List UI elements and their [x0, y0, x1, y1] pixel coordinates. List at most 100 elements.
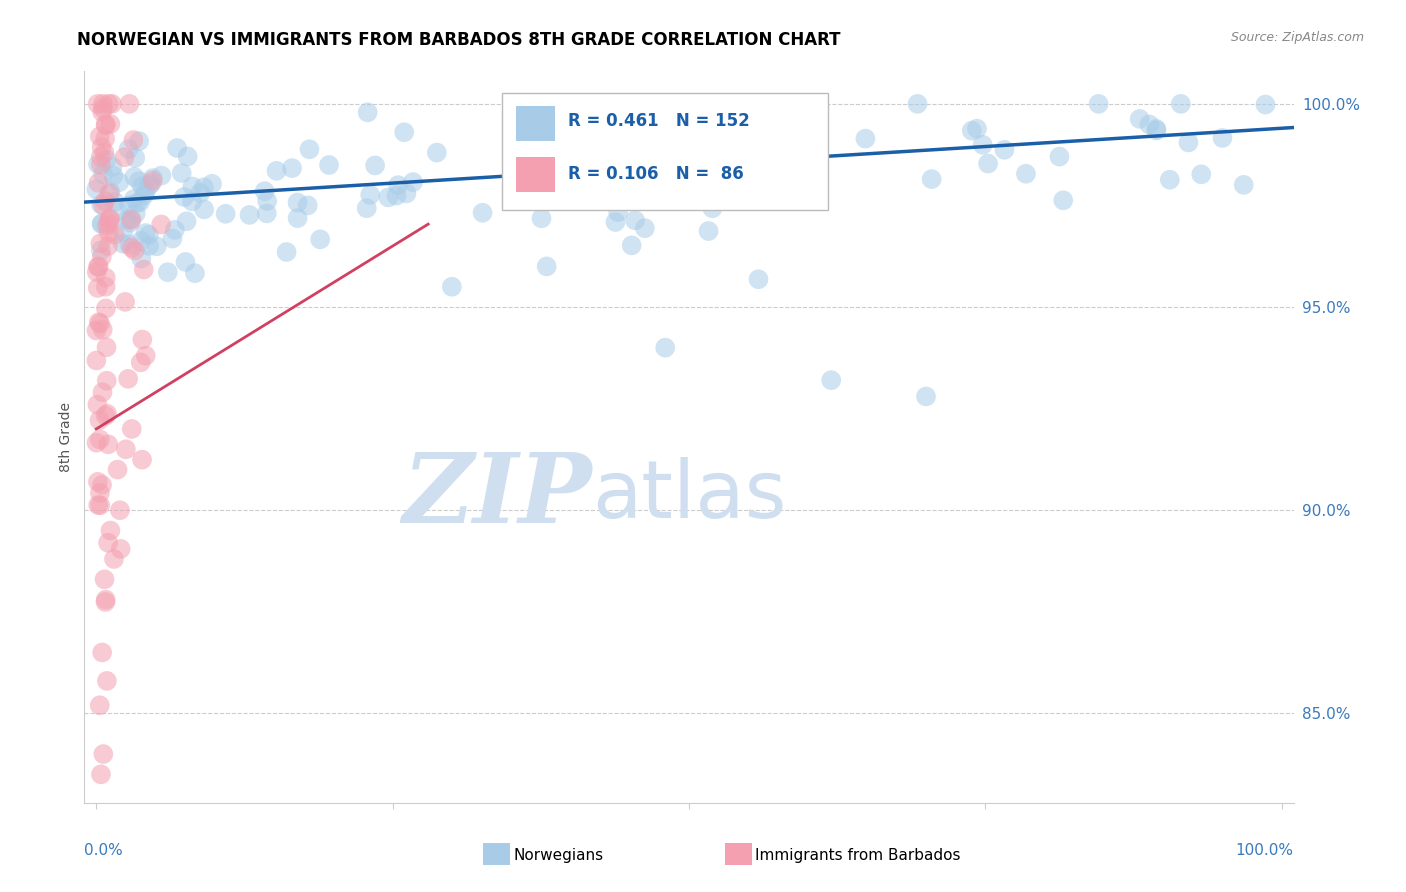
Text: 100.0%: 100.0%: [1236, 843, 1294, 858]
Point: [426, 145, 449, 160]
Point: [634, 165, 657, 179]
Point: [121, 241, 143, 255]
Point: [94, 301, 117, 316]
Point: [89, 433, 111, 447]
Point: [142, 171, 165, 186]
Point: [530, 211, 553, 226]
Text: Immigrants from Barbados: Immigrants from Barbados: [755, 848, 960, 863]
Point: [128, 174, 150, 188]
Point: [634, 221, 657, 235]
Point: [86, 96, 108, 111]
Point: [1129, 112, 1152, 126]
Point: [124, 151, 146, 165]
Point: [697, 224, 720, 238]
Point: [135, 349, 157, 363]
Point: [124, 169, 146, 184]
Point: [385, 188, 408, 202]
Point: [111, 226, 134, 240]
Point: [560, 158, 582, 172]
Point: [256, 206, 278, 220]
Point: [395, 186, 418, 201]
Point: [1254, 97, 1277, 112]
Point: [91, 385, 114, 400]
Point: [471, 206, 494, 220]
Point: [94, 409, 117, 423]
Point: [122, 192, 145, 206]
Point: [90, 197, 112, 211]
Point: [87, 281, 110, 295]
Point: [553, 164, 575, 178]
Point: [709, 186, 731, 201]
Point: [90, 217, 112, 231]
Point: [855, 131, 877, 145]
Point: [377, 190, 399, 204]
Point: [97, 239, 120, 253]
Point: [128, 134, 150, 148]
Point: [1170, 96, 1192, 111]
Point: [138, 227, 160, 242]
Bar: [516, 106, 555, 141]
Point: [87, 260, 110, 274]
Point: [605, 215, 627, 229]
Point: [118, 96, 141, 111]
Text: ZIP: ZIP: [402, 449, 592, 542]
Point: [620, 238, 643, 252]
Point: [96, 374, 118, 388]
Point: [915, 389, 938, 403]
Point: [176, 214, 198, 228]
Point: [402, 175, 425, 189]
Point: [101, 160, 124, 174]
Bar: [725, 843, 752, 865]
Point: [120, 211, 142, 226]
Point: [89, 317, 111, 331]
Point: [87, 176, 110, 190]
Point: [641, 165, 664, 179]
Point: [1015, 167, 1038, 181]
Point: [193, 180, 215, 194]
Point: [977, 156, 1000, 170]
Point: [607, 205, 630, 219]
Point: [638, 178, 661, 193]
Point: [1049, 150, 1071, 164]
Point: [725, 159, 748, 173]
Point: [96, 153, 118, 167]
Point: [387, 178, 409, 193]
Point: [89, 486, 111, 500]
Point: [614, 153, 637, 167]
Point: [281, 161, 304, 175]
Text: R = 0.461   N = 152: R = 0.461 N = 152: [568, 112, 749, 130]
Point: [253, 184, 276, 198]
Point: [108, 503, 131, 517]
Point: [1211, 131, 1233, 145]
Point: [138, 239, 160, 253]
Point: [98, 212, 121, 227]
Point: [820, 373, 842, 387]
Point: [91, 96, 114, 111]
Point: [111, 236, 134, 251]
Point: [134, 188, 156, 202]
Point: [1189, 167, 1212, 181]
Bar: [516, 157, 555, 192]
Point: [91, 105, 114, 120]
Point: [170, 166, 193, 180]
Point: [90, 767, 112, 781]
Point: [184, 266, 207, 280]
Point: [174, 255, 197, 269]
Point: [122, 133, 145, 147]
Point: [127, 195, 149, 210]
Point: [96, 407, 118, 421]
Point: [89, 698, 111, 713]
Point: [1137, 118, 1160, 132]
Text: NORWEGIAN VS IMMIGRANTS FROM BARBADOS 8TH GRADE CORRELATION CHART: NORWEGIAN VS IMMIGRANTS FROM BARBADOS 8T…: [77, 31, 841, 49]
Point: [87, 315, 110, 329]
Point: [121, 212, 143, 227]
Point: [145, 239, 167, 253]
Point: [704, 189, 727, 203]
Point: [135, 226, 157, 240]
Point: [115, 213, 138, 227]
Point: [97, 96, 120, 111]
Point: [356, 105, 378, 120]
Text: atlas: atlas: [592, 457, 786, 534]
Point: [536, 260, 558, 274]
Point: [117, 372, 139, 386]
